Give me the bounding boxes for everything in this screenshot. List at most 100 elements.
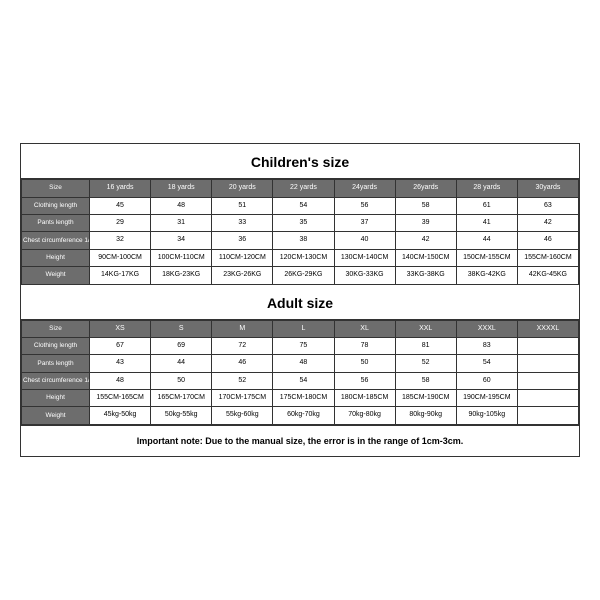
children-table: Size 16 yards 18 yards 20 yards 22 yards… <box>21 179 579 284</box>
adult-cell: 55kg-60kg <box>212 407 273 424</box>
children-cell: 31 <box>151 214 212 231</box>
adult-cell <box>517 372 578 389</box>
children-cell: 42 <box>395 232 456 249</box>
children-col-6: 26yards <box>395 180 456 197</box>
children-cell: 54 <box>273 197 334 214</box>
children-cell: 33KG-38KG <box>395 267 456 284</box>
adult-cell: 50 <box>151 372 212 389</box>
adult-cell: 60kg-70kg <box>273 407 334 424</box>
children-cell: 23KG-26KG <box>212 267 273 284</box>
important-note: Important note: Due to the manual size, … <box>21 425 579 456</box>
children-col-5: 24yards <box>334 180 395 197</box>
children-row-label: Chest circumference 1/2 <box>22 232 90 249</box>
size-chart: Children's size Size 16 yards 18 yards 2… <box>20 143 580 457</box>
adult-row-label: Pants length <box>22 355 90 372</box>
adult-cell: 52 <box>395 355 456 372</box>
adult-cell: 80kg-90kg <box>395 407 456 424</box>
adult-cell <box>517 355 578 372</box>
children-col-8: 30yards <box>517 180 578 197</box>
adult-cell: 60 <box>456 372 517 389</box>
children-row: Clothing length4548515456586163 <box>22 197 579 214</box>
children-cell: 130CM-140CM <box>334 249 395 266</box>
children-cell: 30KG-33KG <box>334 267 395 284</box>
children-col-0: Size <box>22 180 90 197</box>
children-cell: 90CM-100CM <box>90 249 151 266</box>
adult-cell: 83 <box>456 337 517 354</box>
adult-col-0: Size <box>22 320 90 337</box>
children-cell: 140CM-150CM <box>395 249 456 266</box>
adult-cell: 175CM-180CM <box>273 390 334 407</box>
children-row: Chest circumference 1/23234363840424446 <box>22 232 579 249</box>
adult-cell: 52 <box>212 372 273 389</box>
children-col-3: 20 yards <box>212 180 273 197</box>
adult-col-6: XXL <box>395 320 456 337</box>
adult-col-1: XS <box>90 320 151 337</box>
children-cell: 100CM-110CM <box>151 249 212 266</box>
children-cell: 155CM-160CM <box>517 249 578 266</box>
children-row-label: Height <box>22 249 90 266</box>
children-cell: 48 <box>151 197 212 214</box>
adult-cell: 69 <box>151 337 212 354</box>
adult-cell <box>517 390 578 407</box>
children-row-label: Weight <box>22 267 90 284</box>
adult-table: Size XS S M L XL XXL XXXL XXXXL Clothing… <box>21 320 579 425</box>
children-cell: 35 <box>273 214 334 231</box>
children-cell: 29 <box>90 214 151 231</box>
adult-cell: 75 <box>273 337 334 354</box>
children-cell: 63 <box>517 197 578 214</box>
children-cell: 58 <box>395 197 456 214</box>
adult-row-label: Clothing length <box>22 337 90 354</box>
adult-cell: 45kg-50kg <box>90 407 151 424</box>
children-cell: 33 <box>212 214 273 231</box>
adult-row: Weight45kg-50kg50kg-55kg55kg-60kg60kg-70… <box>22 407 579 424</box>
adult-col-2: S <box>151 320 212 337</box>
adult-cell: 54 <box>273 372 334 389</box>
adult-col-3: M <box>212 320 273 337</box>
children-cell: 42KG-45KG <box>517 267 578 284</box>
children-cell: 38KG-42KG <box>456 267 517 284</box>
children-cell: 37 <box>334 214 395 231</box>
adult-header-row: Size XS S M L XL XXL XXXL XXXXL <box>22 320 579 337</box>
children-cell: 61 <box>456 197 517 214</box>
adult-cell: 43 <box>90 355 151 372</box>
adult-col-8: XXXXL <box>517 320 578 337</box>
adult-cell: 180CM-185CM <box>334 390 395 407</box>
children-row: Weight14KG-17KG18KG-23KG23KG-26KG26KG-29… <box>22 267 579 284</box>
children-cell: 150CM-155CM <box>456 249 517 266</box>
adult-cell: 56 <box>334 372 395 389</box>
children-col-7: 28 yards <box>456 180 517 197</box>
adult-cell: 48 <box>90 372 151 389</box>
children-row: Pants length2931333537394142 <box>22 214 579 231</box>
children-cell: 18KG-23KG <box>151 267 212 284</box>
children-row-label: Clothing length <box>22 197 90 214</box>
adult-cell: 44 <box>151 355 212 372</box>
adult-cell: 50kg-55kg <box>151 407 212 424</box>
adult-cell: 54 <box>456 355 517 372</box>
adult-row: Height155CM-165CM165CM-170CM170CM-175CM1… <box>22 390 579 407</box>
adult-col-5: XL <box>334 320 395 337</box>
children-cell: 36 <box>212 232 273 249</box>
children-cell: 40 <box>334 232 395 249</box>
children-cell: 110CM-120CM <box>212 249 273 266</box>
children-col-2: 18 yards <box>151 180 212 197</box>
adult-cell: 81 <box>395 337 456 354</box>
children-cell: 44 <box>456 232 517 249</box>
children-cell: 42 <box>517 214 578 231</box>
children-cell: 45 <box>90 197 151 214</box>
children-cell: 14KG-17KG <box>90 267 151 284</box>
adult-cell: 190CM-195CM <box>456 390 517 407</box>
adult-cell: 90kg-105kg <box>456 407 517 424</box>
adult-col-7: XXXL <box>456 320 517 337</box>
adult-col-4: L <box>273 320 334 337</box>
children-col-1: 16 yards <box>90 180 151 197</box>
adult-cell: 58 <box>395 372 456 389</box>
children-cell: 46 <box>517 232 578 249</box>
children-cell: 39 <box>395 214 456 231</box>
children-col-4: 22 yards <box>273 180 334 197</box>
adult-cell: 185CM-190CM <box>395 390 456 407</box>
children-cell: 32 <box>90 232 151 249</box>
children-cell: 34 <box>151 232 212 249</box>
children-title: Children's size <box>21 144 579 179</box>
children-cell: 120CM-130CM <box>273 249 334 266</box>
children-header-row: Size 16 yards 18 yards 20 yards 22 yards… <box>22 180 579 197</box>
